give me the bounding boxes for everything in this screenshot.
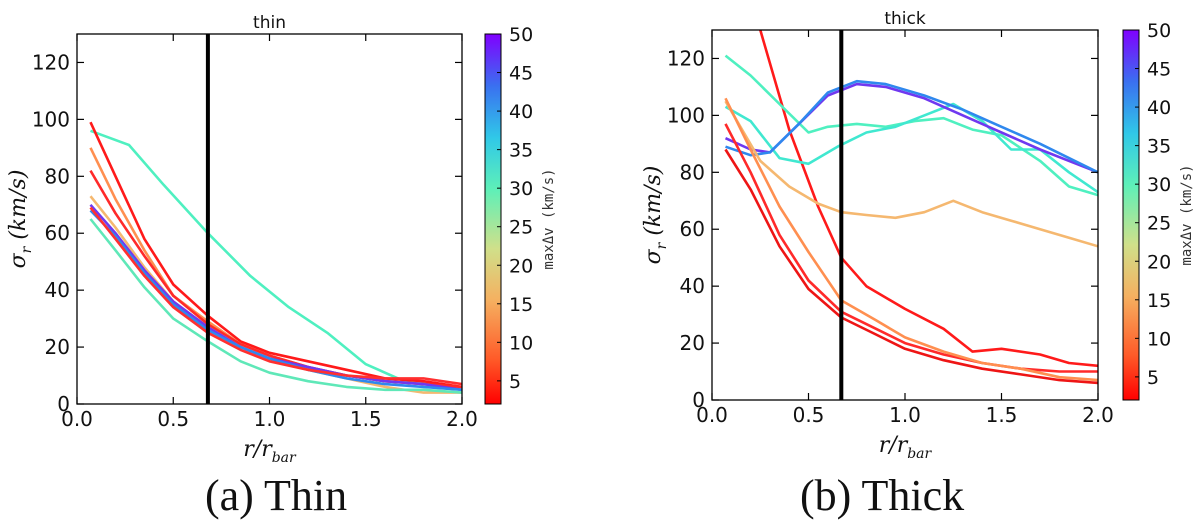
x-tick-label: 0.0 (696, 403, 728, 427)
x-tick-label: 0.0 (61, 407, 93, 431)
y-tick-label: 100 (32, 107, 70, 131)
chart-title: thick (884, 9, 926, 29)
y-tick-label: 40 (680, 274, 705, 298)
series-line-t8 (724, 97, 1098, 382)
colorbar-tick-label: 10 (1147, 328, 1171, 350)
series-line-t6 (724, 100, 1098, 248)
y-tick-label: 120 (667, 46, 705, 70)
colorbar-tick-label: 5 (509, 371, 521, 393)
y-tick-label: 100 (667, 103, 705, 127)
y-axis-label: σr (km/s) (641, 166, 670, 265)
colorbar-tick-label: 40 (1147, 97, 1171, 119)
panel-thin: 0.0 0.5 1.0 1.5 2.0 0 20 40 60 80 100 120 thin r/rbar… (6, 13, 557, 466)
colorbar-tick-label: 25 (509, 217, 533, 239)
y-tick-label: 80 (680, 160, 705, 184)
y-axis-label: σr (km/s) (6, 170, 35, 269)
caption-b: (b) Thick (800, 471, 965, 520)
colorbar-tick-label: 45 (1147, 59, 1171, 81)
colorbar-tick-label: 35 (509, 140, 533, 162)
colorbar-label: maxΔv (km/s) (1179, 164, 1195, 265)
series-line-s8 (89, 218, 462, 394)
colorbar: 5 10 15 20 25 30 35 40 45 50 maxΔv (km/s) (484, 24, 557, 405)
x-tick-label: 0.5 (793, 403, 825, 427)
series-line-t2 (724, 54, 1098, 197)
series-line-t1 (759, 30, 1098, 368)
caption-a: (a) Thin (205, 471, 348, 520)
x-tick-label: 1.0 (254, 407, 286, 431)
series-line-t9 (724, 148, 1098, 385)
colorbar-tick-label: 25 (1147, 213, 1171, 235)
colorbar-label: maxΔv (km/s) (541, 168, 557, 269)
y-tick-label: 40 (45, 278, 70, 302)
panel-thick: 0.0 0.5 1.0 1.5 2.0 0 20 40 60 80 100 120 thick r/rba… (641, 9, 1195, 462)
y-tick-label: 80 (45, 164, 70, 188)
colorbar: 5 10 15 20 25 30 35 40 45 50 maxΔv (km/s) (1122, 20, 1195, 401)
colorbar-tick-label: 20 (1147, 251, 1171, 273)
colorbar-tick-label: 35 (1147, 136, 1171, 158)
series-group (724, 30, 1098, 385)
colorbar-tick-label: 30 (509, 178, 533, 200)
series-line-t5 (725, 79, 1098, 174)
colorbar-tick-label: 20 (509, 255, 533, 277)
x-tick-label: 0.5 (157, 407, 189, 431)
colorbar-tick-label: 50 (1147, 20, 1171, 42)
series-line-s9 (89, 206, 462, 386)
colorbar-gradient (484, 33, 502, 405)
y-tick-label: 0 (692, 388, 705, 412)
colorbar-tick-label: 45 (509, 63, 533, 85)
colorbar-tick-label: 10 (509, 332, 533, 354)
series-line-s1 (90, 129, 462, 389)
series-group (89, 121, 462, 394)
colorbar-tick-label: 30 (1147, 174, 1171, 196)
x-tick-label: 1.5 (986, 403, 1018, 427)
y-tick-label: 120 (32, 50, 70, 74)
series-line-s7 (89, 209, 462, 392)
x-tick-label: 2.0 (446, 407, 478, 431)
y-tick-label: 60 (45, 221, 70, 245)
colorbar-tick-label: 50 (509, 24, 533, 46)
colorbar-gradient (1122, 29, 1140, 401)
x-axis-label: r/rbar (243, 437, 297, 466)
y-tick-label: 20 (680, 331, 705, 355)
colorbar-tick-label: 5 (1147, 367, 1159, 389)
chart-title: thin (253, 13, 286, 33)
colorbar-tick-label: 15 (1147, 290, 1171, 312)
y-tick-label: 60 (680, 217, 705, 241)
x-tick-label: 2.0 (1082, 403, 1114, 427)
x-tick-label: 1.0 (889, 403, 921, 427)
x-tick-label: 1.5 (350, 407, 382, 431)
x-axis-label: r/rbar (879, 433, 933, 462)
series-line-t3 (724, 102, 1098, 194)
y-tick-label: 20 (45, 335, 70, 359)
colorbar-tick-label: 40 (509, 101, 533, 123)
colorbar-tick-label: 15 (509, 294, 533, 316)
y-tick-label: 0 (57, 392, 70, 416)
